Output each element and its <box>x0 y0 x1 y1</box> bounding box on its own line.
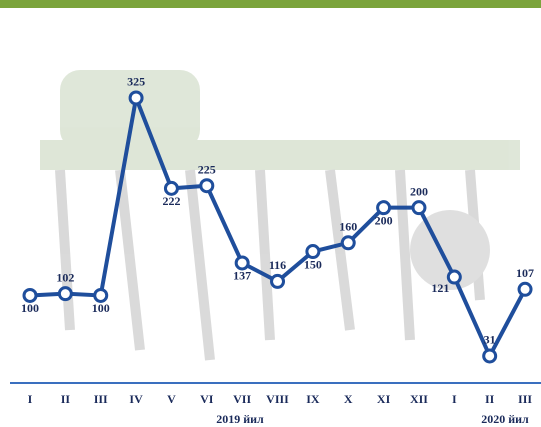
data-point <box>57 286 73 302</box>
x-tick-label: VIII <box>266 392 289 406</box>
x-tick-label: III <box>94 392 108 406</box>
data-label: 31 <box>484 333 496 347</box>
data-label: 222 <box>162 194 180 208</box>
data-label: 100 <box>21 301 39 315</box>
data-point <box>93 287 109 303</box>
data-point <box>270 273 286 289</box>
x-tick-label: XI <box>377 392 391 406</box>
data-label: 107 <box>516 266 534 280</box>
data-label: 121 <box>431 281 449 295</box>
top-bar <box>0 0 541 8</box>
x-tick-label: IX <box>306 392 320 406</box>
data-label: 325 <box>127 75 145 89</box>
x-tick-label: V <box>167 392 176 406</box>
x-tick-label: III <box>518 392 532 406</box>
data-label: 100 <box>92 301 110 315</box>
x-tick-label: II <box>485 392 495 406</box>
data-point <box>305 244 321 260</box>
x-tick-label: IV <box>129 392 143 406</box>
data-label: 225 <box>198 162 216 176</box>
data-point <box>446 269 462 285</box>
data-point <box>517 281 533 297</box>
data-label: 116 <box>269 258 286 272</box>
x-group-label: 2020 йил <box>481 412 529 426</box>
x-tick-label: I <box>452 392 457 406</box>
data-label: 150 <box>304 257 322 271</box>
data-label: 200 <box>410 184 428 198</box>
x-tick-label: VII <box>233 392 251 406</box>
x-group-label: 2019 йил <box>216 412 264 426</box>
x-tick-label: II <box>61 392 71 406</box>
x-tick-label: VI <box>200 392 214 406</box>
x-tick-label: XII <box>410 392 428 406</box>
data-point <box>482 348 498 364</box>
data-label: 160 <box>339 220 357 234</box>
data-point <box>411 200 427 216</box>
data-label: 200 <box>375 213 393 227</box>
data-point <box>128 90 144 106</box>
x-tick-label: I <box>28 392 33 406</box>
x-tick-label: X <box>344 392 353 406</box>
data-point <box>376 200 392 216</box>
data-point <box>340 235 356 251</box>
data-label: 102 <box>56 270 74 284</box>
data-point <box>22 287 38 303</box>
data-point <box>163 180 179 196</box>
background-machine <box>40 70 520 361</box>
data-label: 137 <box>233 269 251 283</box>
data-point <box>234 255 250 271</box>
data-point <box>199 178 215 194</box>
